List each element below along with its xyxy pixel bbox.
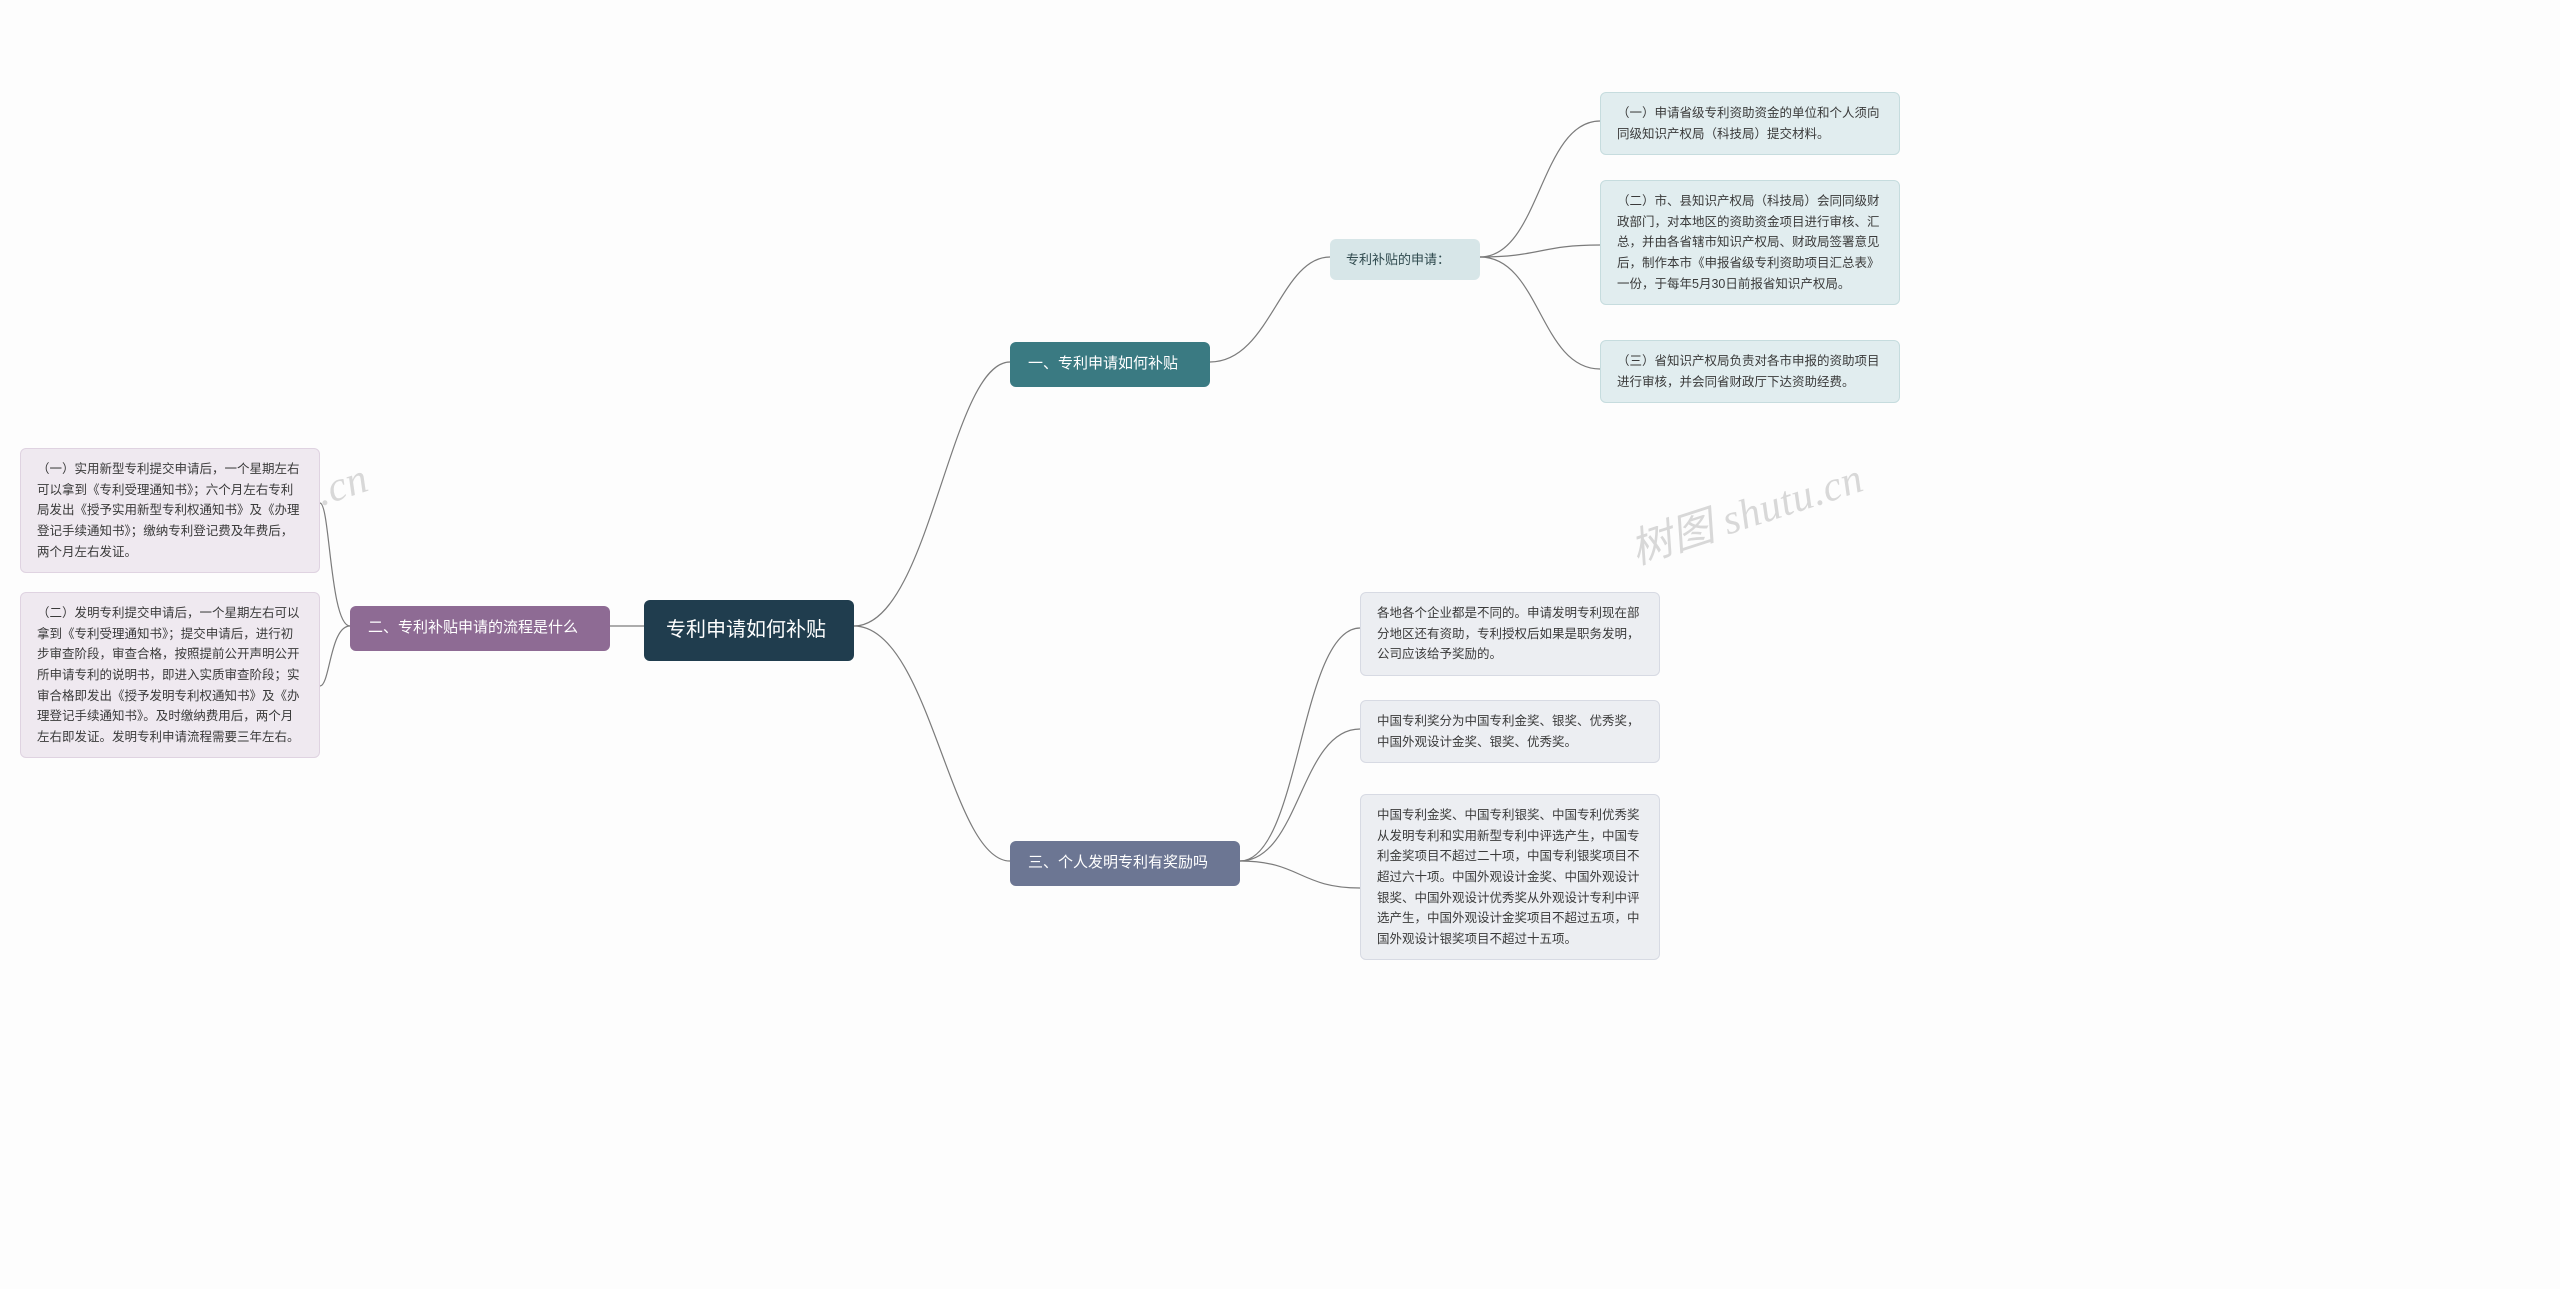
branch-3: 三、个人发明专利有奖励吗: [1010, 841, 1240, 886]
watermark: 树图 shutu.cn: [1621, 444, 1869, 577]
branch-1-sub: 专利补贴的申请：: [1330, 239, 1480, 280]
leaf-b3-3: 中国专利金奖、中国专利银奖、中国专利优秀奖从发明专利和实用新型专利中评选产生，中…: [1360, 794, 1660, 960]
branch-2: 二、专利补贴申请的流程是什么: [350, 606, 610, 651]
leaf-b2-1: （一）实用新型专利提交申请后，一个星期左右可以拿到《专利受理通知书》；六个月左右…: [20, 448, 320, 573]
leaf-b3-2: 中国专利奖分为中国专利金奖、银奖、优秀奖，中国外观设计金奖、银奖、优秀奖。: [1360, 700, 1660, 763]
branch-1: 一、专利申请如何补贴: [1010, 342, 1210, 387]
leaf-b1-2: （二）市、县知识产权局（科技局）会同同级财政部门，对本地区的资助资金项目进行审核…: [1600, 180, 1900, 305]
leaf-b3-1: 各地各个企业都是不同的。申请发明专利现在部分地区还有资助，专利授权后如果是职务发…: [1360, 592, 1660, 676]
leaf-b2-2: （二）发明专利提交申请后，一个星期左右可以拿到《专利受理通知书》；提交申请后，进…: [20, 592, 320, 758]
leaf-b1-3: （三）省知识产权局负责对各市申报的资助项目进行审核，并会同省财政厅下达资助经费。: [1600, 340, 1900, 403]
mindmap-root: 专利申请如何补贴: [644, 600, 854, 661]
mindmap-canvas: 树图 shutu.cn 树图 shutu.cn 专利申请如何补贴: [0, 0, 2560, 1289]
leaf-b1-1: （一）申请省级专利资助资金的单位和个人须向同级知识产权局（科技局）提交材料。: [1600, 92, 1900, 155]
